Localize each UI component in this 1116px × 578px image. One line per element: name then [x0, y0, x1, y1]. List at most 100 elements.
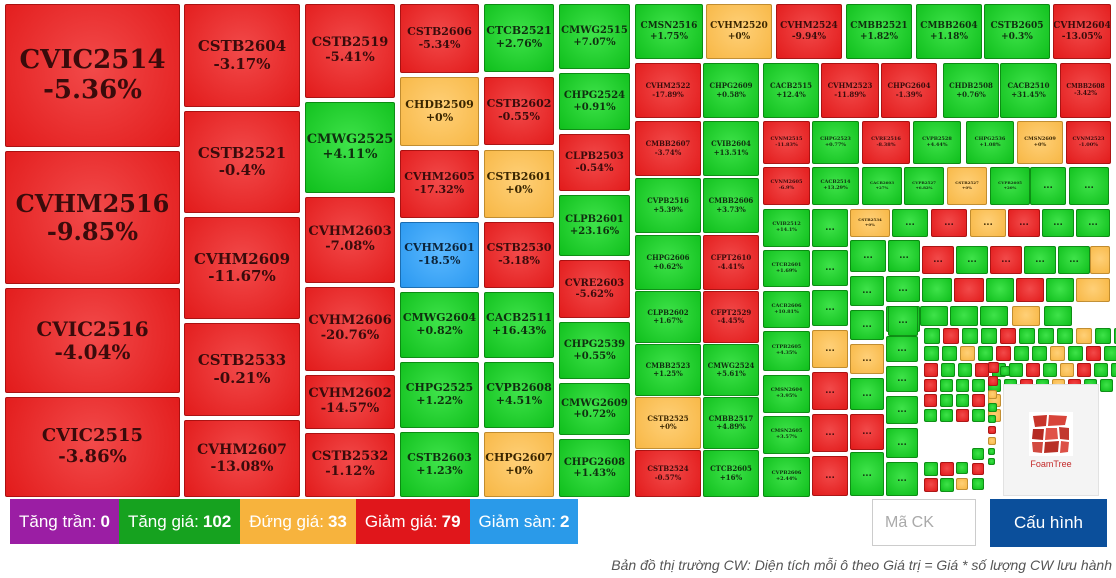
tiny-tile[interactable]	[988, 448, 995, 455]
tile-chdb2509[interactable]: CHDB2509 +0%	[400, 77, 479, 146]
tile-chpg2536[interactable]: CHPG2536 +1.08%	[966, 121, 1014, 164]
tile-clpb2601[interactable]: CLPB2601 +23.16%	[559, 195, 630, 256]
small-tile[interactable]: ...	[1058, 246, 1090, 274]
tiny-tile[interactable]	[1094, 363, 1108, 377]
small-tile[interactable]: ...	[886, 336, 918, 362]
tiny-tile[interactable]	[1000, 328, 1016, 344]
tile-chdb2508[interactable]: CHDB2508 +0.76%	[943, 63, 999, 118]
tile-cmsn2516[interactable]: CMSN2516 +1.75%	[635, 4, 703, 59]
small-tile[interactable]: ...	[850, 310, 884, 340]
tiny-tile[interactable]	[956, 409, 969, 422]
tile-cvhm2520[interactable]: CVHM2520 +0%	[706, 4, 772, 59]
tiny-tile[interactable]	[988, 362, 999, 373]
tiny-tile[interactable]	[988, 403, 997, 412]
tiny-tile[interactable]	[940, 409, 953, 422]
tile-cmwg2515[interactable]: CMWG2515 +7.07%	[559, 4, 630, 69]
small-tile[interactable]: ...	[812, 372, 848, 410]
small-tile[interactable]	[922, 278, 952, 302]
tiny-tile[interactable]	[1095, 328, 1111, 344]
small-tile[interactable]: ...	[812, 250, 848, 286]
tile-cvhm2604[interactable]: CVHM2604 -13.05%	[1053, 4, 1111, 59]
small-tile[interactable]: ...	[812, 209, 848, 247]
tile-cvnm2605[interactable]: CVNM2605 -6.9%	[763, 167, 810, 205]
tiny-tile[interactable]	[924, 409, 937, 422]
tile-cstb2527[interactable]: CSTB2527 +0%	[947, 167, 987, 205]
small-tile[interactable]	[1046, 278, 1074, 302]
small-tile[interactable]: ...	[886, 428, 918, 458]
tile-cvpb2528[interactable]: CVPB2528 +4.44%	[913, 121, 961, 164]
small-tile[interactable]: ...	[886, 462, 918, 496]
small-tile[interactable]: ...	[812, 290, 848, 326]
tile-cvpb2527[interactable]: CVPB2527 +6.82%	[904, 167, 944, 205]
small-tile[interactable]: ...	[812, 330, 848, 368]
tiny-tile[interactable]	[1038, 328, 1054, 344]
tiny-tile[interactable]	[972, 478, 984, 490]
tile-cvhm2523[interactable]: CVHM2523 -11.89%	[821, 63, 879, 118]
tiny-tile[interactable]	[1026, 363, 1040, 377]
small-tile[interactable]: ...	[990, 246, 1022, 274]
small-tile[interactable]: ...	[1008, 209, 1040, 237]
tile-cvpb2516[interactable]: CVPB2516 +5.39%	[635, 178, 701, 233]
tiny-tile[interactable]	[924, 346, 939, 361]
small-tile[interactable]	[1012, 306, 1040, 326]
tile-cacb2606[interactable]: CACB2606 +10.81%	[763, 291, 810, 328]
tile-chpg2539[interactable]: CHPG2539 +0.55%	[559, 322, 630, 379]
tile-cstb2605[interactable]: CSTB2605 +0.3%	[984, 4, 1050, 59]
small-tile[interactable]	[980, 306, 1008, 326]
tiny-tile[interactable]	[942, 346, 957, 361]
small-tile[interactable]	[1044, 306, 1072, 326]
tile-cstb2534[interactable]: CSTB2534 +0%	[850, 209, 890, 237]
tiny-tile[interactable]	[1076, 328, 1092, 344]
tile-chpg2606[interactable]: CHPG2606 +0.62%	[635, 235, 701, 290]
tiny-tile[interactable]	[940, 478, 954, 492]
tile-cstb2603[interactable]: CSTB2603 +1.23%	[400, 432, 479, 497]
tiny-tile[interactable]	[1111, 363, 1116, 377]
small-tile[interactable]: ...	[812, 456, 848, 496]
tiny-tile[interactable]	[1043, 363, 1057, 377]
tiny-tile[interactable]	[1057, 328, 1073, 344]
tiny-tile[interactable]	[956, 462, 968, 474]
tile-ctcb2521[interactable]: CTCB2521 +2.76%	[484, 4, 554, 72]
small-tile[interactable]: ...	[850, 452, 884, 496]
small-tile[interactable]: ...	[888, 240, 920, 272]
tile-cmbb2608[interactable]: CMBB2608 -3.42%	[1060, 63, 1111, 118]
tile-cstb2519[interactable]: CSTB2519 -5.41%	[305, 4, 395, 98]
small-tile[interactable]	[950, 306, 978, 326]
tile-chpg2525[interactable]: CHPG2525 +1.22%	[400, 362, 479, 428]
tiny-tile[interactable]	[940, 379, 953, 392]
tiny-tile[interactable]	[978, 346, 993, 361]
tile-cstb2533[interactable]: CSTB2533 -0.21%	[184, 323, 300, 416]
tiny-tile[interactable]	[1009, 363, 1023, 377]
tiny-tile[interactable]	[924, 363, 938, 377]
tiny-tile[interactable]	[988, 458, 995, 465]
tile-chpg2608[interactable]: CHPG2608 +1.43%	[559, 439, 630, 497]
tile-cfpt2529[interactable]: CFPT2529 -4.45%	[703, 291, 759, 343]
tile-chpg2607[interactable]: CHPG2607 +0%	[484, 432, 554, 497]
tile-chpg2524[interactable]: CHPG2524 +0.91%	[559, 73, 630, 130]
tiny-tile[interactable]	[975, 363, 989, 377]
tile-ctpb2605[interactable]: CTPB2605 +4.35%	[763, 331, 810, 371]
tiny-tile[interactable]	[996, 346, 1011, 361]
tiny-tile[interactable]	[940, 462, 954, 476]
tiny-tile[interactable]	[1068, 346, 1083, 361]
tiny-tile[interactable]	[981, 328, 997, 344]
tiny-tile[interactable]	[1104, 346, 1116, 361]
tile-chpg2609[interactable]: CHPG2609 +0.58%	[703, 63, 759, 118]
tile-cvhm2522[interactable]: CVHM2522 -17.89%	[635, 63, 701, 118]
small-tile[interactable]: ...	[812, 414, 848, 452]
tile-cvre2603[interactable]: CVRE2603 -5.62%	[559, 260, 630, 318]
small-tile[interactable]: ...	[888, 306, 918, 336]
small-tile[interactable]: ...	[850, 378, 884, 410]
tile-cvre2516[interactable]: CVRE2516 -8.38%	[862, 121, 910, 164]
tile-cacb2511[interactable]: CACB2511 +16.43%	[484, 292, 554, 358]
small-tile[interactable]: ...	[956, 246, 988, 274]
tile-ctcb2601[interactable]: CTCB2601 +1.69%	[763, 250, 810, 287]
tiny-tile[interactable]	[972, 463, 984, 475]
tile-cmbb2604[interactable]: CMBB2604 +1.18%	[916, 4, 982, 59]
tile-cvhm2603[interactable]: CVHM2603 -7.08%	[305, 197, 395, 283]
tile-cvpb2606[interactable]: CVPB2606 +2.44%	[763, 457, 810, 497]
small-tile[interactable]	[1090, 246, 1110, 274]
tile-chpg2604[interactable]: CHPG2604 -1.39%	[881, 63, 937, 118]
tile-cvhm2601[interactable]: CVHM2601 -18.5%	[400, 222, 479, 288]
tile-cvib2604[interactable]: CVIB2604 +13.51%	[703, 121, 759, 176]
